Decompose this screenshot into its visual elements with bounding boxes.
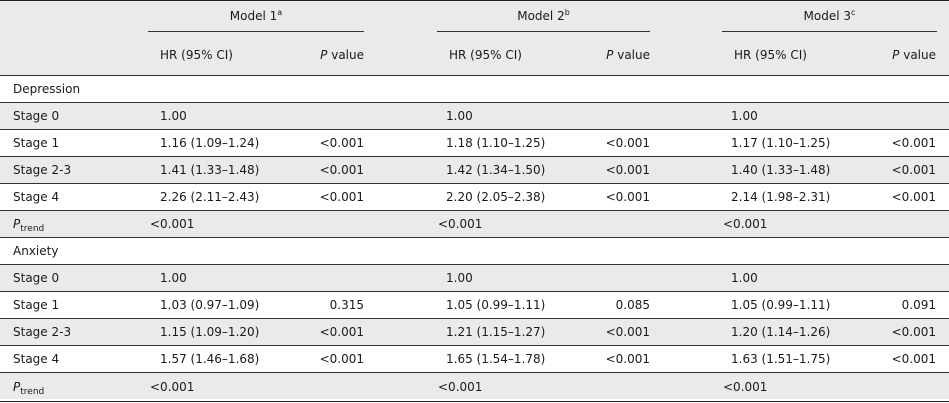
p-value-cell: <0.001 [319, 190, 364, 204]
p-trend-cell: <0.001 [438, 217, 483, 231]
p-value-cell: <0.001 [319, 352, 364, 366]
row-rule [0, 237, 949, 238]
row-label: Stage 2-3 [13, 163, 72, 177]
hr-cell: 1.00 [160, 109, 187, 123]
p-trend-cell: <0.001 [438, 380, 483, 394]
p-trend-cell: <0.001 [723, 217, 768, 231]
p-value-cell: <0.001 [605, 163, 650, 177]
p-value-cell: <0.001 [891, 190, 936, 204]
hr-cell: 1.05 (0.99–1.11) [446, 298, 546, 312]
row-rule [0, 291, 949, 292]
hr-cell: 1.00 [731, 109, 758, 123]
p-value-header: P value [320, 48, 364, 62]
hr-cell: 1.00 [731, 271, 758, 285]
row-rule [0, 102, 949, 103]
shaded-row [0, 156, 949, 183]
row-label: Stage 2-3 [13, 325, 72, 339]
hr-cell: 1.57 (1.46–1.68) [160, 352, 260, 366]
p-value-cell: 0.091 [901, 298, 936, 312]
p-value-cell: <0.001 [605, 325, 650, 339]
shaded-row [0, 264, 949, 291]
hr-cell: 2.26 (2.11–2.43) [160, 190, 260, 204]
model-3-rule [722, 31, 937, 32]
row-rule [0, 129, 949, 130]
hr-cell: 1.00 [446, 109, 473, 123]
hr-header: HR (95% CI) [160, 48, 233, 62]
p-value-cell: 0.315 [329, 298, 364, 312]
row-rule [0, 183, 949, 184]
row-rule [0, 264, 949, 265]
model-2-rule [437, 31, 650, 32]
section-title-depression: Depression [13, 82, 81, 96]
model-3-header: Model 3c [803, 8, 856, 24]
row-label: Stage 1 [13, 298, 60, 312]
hr-cell: 2.14 (1.98–2.31) [731, 190, 831, 204]
p-value-cell: <0.001 [605, 136, 650, 150]
p-trend-label: Ptrend [13, 380, 45, 397]
hr-header: HR (95% CI) [449, 48, 522, 62]
hr-cell: 1.17 (1.10–1.25) [731, 136, 831, 150]
p-value-cell: 0.085 [615, 298, 650, 312]
top-rule [0, 0, 949, 1]
p-trend-cell: <0.001 [150, 380, 195, 394]
shaded-row [0, 210, 949, 237]
shaded-row [0, 102, 949, 129]
p-value-cell: <0.001 [891, 325, 936, 339]
p-trend-cell: <0.001 [723, 380, 768, 394]
shaded-row [0, 372, 949, 399]
hr-cell: 1.15 (1.09–1.20) [160, 325, 260, 339]
p-value-cell: <0.001 [319, 325, 364, 339]
p-value-cell: <0.001 [319, 136, 364, 150]
shaded-row [0, 318, 949, 345]
p-value-header: P value [606, 48, 650, 62]
header-rule [0, 75, 949, 76]
model-2-header: Model 2b [517, 8, 570, 24]
hr-cell: 1.65 (1.54–1.78) [446, 352, 546, 366]
hr-cell: 1.00 [446, 271, 473, 285]
row-rule [0, 318, 949, 319]
hr-cell: 1.16 (1.09–1.24) [160, 136, 260, 150]
row-label: Stage 4 [13, 352, 60, 366]
row-rule [0, 345, 949, 346]
p-value-header: P value [892, 48, 936, 62]
p-trend-label: Ptrend [13, 217, 45, 234]
hr-cell: 1.63 (1.51–1.75) [731, 352, 831, 366]
hr-cell: 1.00 [160, 271, 187, 285]
hr-cell: 1.21 (1.15–1.27) [446, 325, 546, 339]
row-label: Stage 0 [13, 109, 60, 123]
p-trend-cell: <0.001 [150, 217, 195, 231]
p-value-cell: <0.001 [605, 190, 650, 204]
model-1-rule [148, 31, 364, 32]
p-value-cell: <0.001 [891, 136, 936, 150]
section-title-anxiety: Anxiety [13, 244, 59, 258]
bottom-rule [0, 401, 949, 402]
table-header-background [0, 0, 949, 75]
row-label: Stage 1 [13, 136, 60, 150]
row-label: Stage 0 [13, 271, 60, 285]
model-1-header: Model 1a [229, 8, 283, 24]
hr-cell: 1.42 (1.34–1.50) [446, 163, 546, 177]
row-rule [0, 372, 949, 373]
hr-cell: 2.20 (2.05–2.38) [446, 190, 546, 204]
hr-cell: 1.18 (1.10–1.25) [446, 136, 546, 150]
p-value-cell: <0.001 [891, 163, 936, 177]
hr-cell: 1.40 (1.33–1.48) [731, 163, 831, 177]
hr-cell: 1.41 (1.33–1.48) [160, 163, 260, 177]
hr-cell: 1.05 (0.99–1.11) [731, 298, 831, 312]
hr-cell: 1.20 (1.14–1.26) [731, 325, 831, 339]
row-rule [0, 210, 949, 211]
row-rule [0, 156, 949, 157]
p-value-cell: <0.001 [891, 352, 936, 366]
hr-cell: 1.03 (0.97–1.09) [160, 298, 260, 312]
p-value-cell: <0.001 [319, 163, 364, 177]
row-label: Stage 4 [13, 190, 60, 204]
hr-header: HR (95% CI) [734, 48, 807, 62]
p-value-cell: <0.001 [605, 352, 650, 366]
